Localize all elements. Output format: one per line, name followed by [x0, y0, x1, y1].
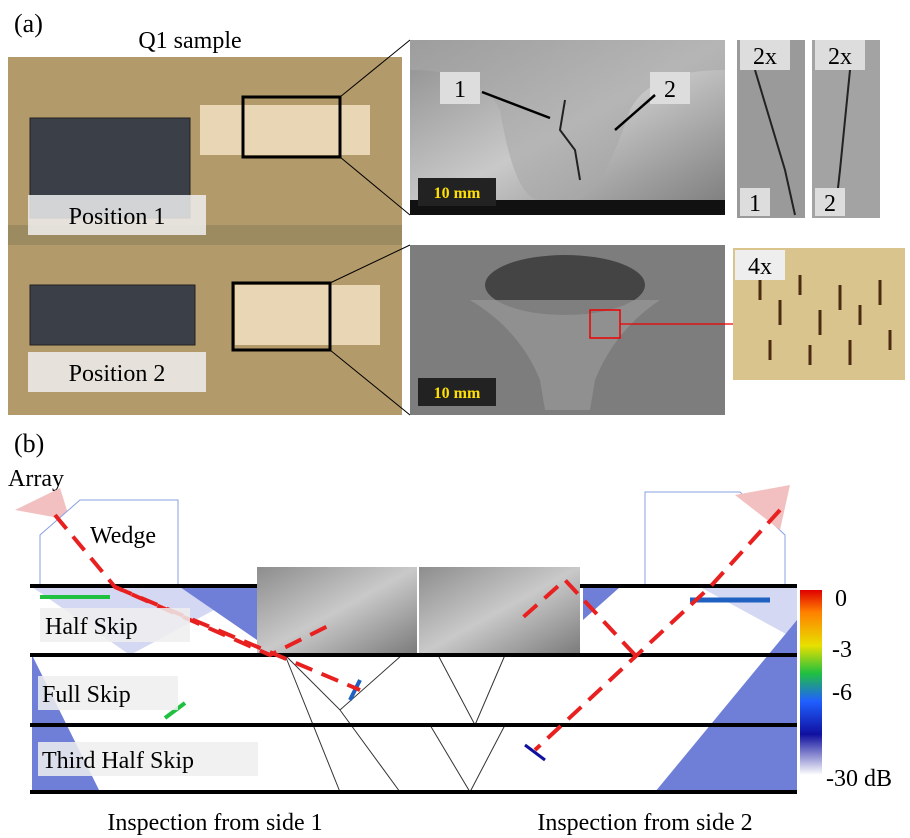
- panel-label: (a): [14, 9, 43, 38]
- weld-block: [235, 285, 380, 345]
- scale-label: 10 mm: [434, 185, 481, 202]
- macro-inset: [419, 567, 580, 655]
- colorbar-label: -30 dB: [826, 766, 892, 792]
- sample-title: Q1 sample: [138, 28, 241, 54]
- crack-label: 1: [454, 77, 466, 103]
- crack-label: 2: [664, 77, 676, 103]
- caption: Inspection from side 1: [107, 810, 322, 836]
- skip-label: Third Half Skip: [42, 748, 194, 774]
- zoom-label: 4x: [748, 254, 772, 280]
- scan-shadow: [655, 620, 797, 792]
- skip-label: Half Skip: [45, 614, 138, 640]
- colorbar-label: -6: [832, 680, 852, 706]
- panel-label: (b): [14, 429, 44, 458]
- block: [30, 285, 195, 345]
- zoom-label: 2x: [828, 44, 852, 70]
- zoom-crack-label: 2: [824, 191, 836, 217]
- position-label: Position 1: [69, 204, 166, 230]
- weld-block: [200, 105, 370, 155]
- macro-inset: [257, 567, 417, 655]
- scale-label: 10 mm: [434, 385, 481, 402]
- figure: (a) Q1 sample Position 1 Position 2 10 m…: [0, 0, 910, 838]
- skip-label: Full Skip: [42, 682, 131, 708]
- array-label: Array: [8, 466, 64, 492]
- array: [15, 488, 70, 520]
- colorbar-label: 0: [835, 586, 847, 612]
- caption: Inspection from side 2: [537, 810, 752, 836]
- wedge-label: Wedge: [90, 523, 156, 549]
- zoom-crack-label: 1: [749, 191, 761, 217]
- position-label: Position 2: [69, 361, 166, 387]
- echo: [525, 745, 545, 760]
- colorbar-label: -3: [832, 637, 852, 663]
- colorbar: [800, 590, 822, 775]
- zoom-label: 2x: [753, 44, 777, 70]
